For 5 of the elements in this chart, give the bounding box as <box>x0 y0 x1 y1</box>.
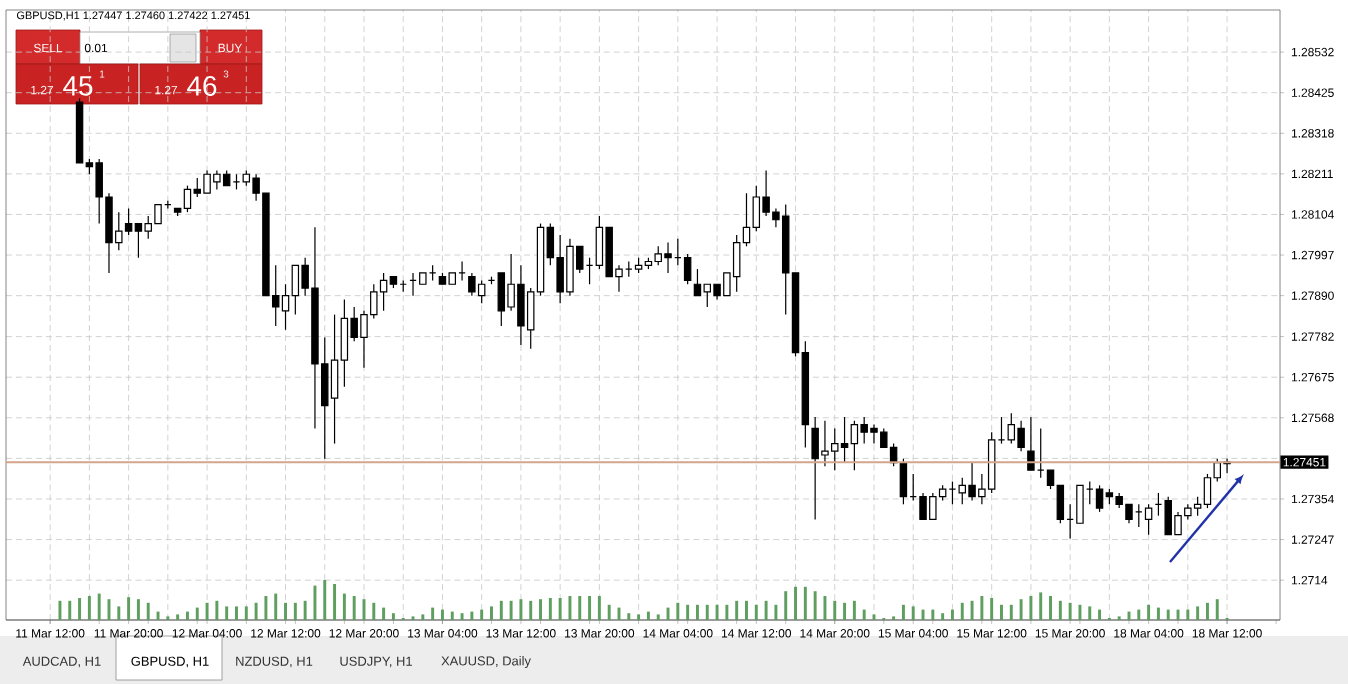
candlestick <box>683 253 692 285</box>
annotation: 45 <box>63 76 93 96</box>
candlestick <box>1144 503 1153 536</box>
candlestick <box>899 458 908 505</box>
annotation: 46 <box>187 76 217 96</box>
